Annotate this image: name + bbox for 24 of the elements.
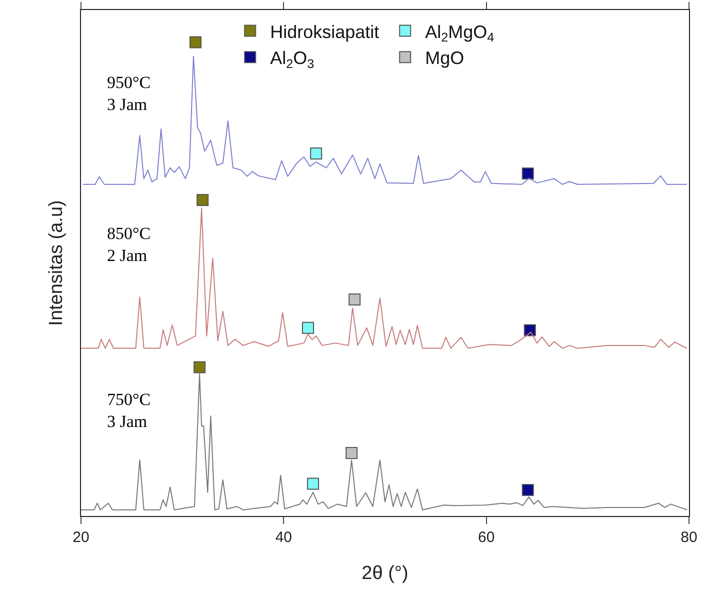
series-label: 950°C 3 Jam [107,73,151,114]
legend-label: MgO [425,48,464,68]
x-tick-label: 60 [478,529,495,546]
x-axis-title: 2θ (°) [362,562,408,584]
legend-label: Al$_{2}$MgO$_{4}$ [425,22,494,45]
point [348,293,361,306]
series-label: 850°C 2 Jam [107,224,151,266]
x-tick-label: 40 [275,529,292,546]
point [346,446,358,459]
point [194,361,206,374]
point [524,324,536,336]
x-tick-label: 20 [72,529,90,546]
point [310,148,322,160]
point [302,322,314,334]
legend-label: Hidroksiapatit [270,22,380,42]
legend-label: Al$_{2}$O$_{3}$ [270,48,314,71]
point [522,167,534,180]
point [196,194,209,206]
point [190,36,202,48]
point [307,478,320,490]
series-label: 750°C 3 Jam [107,390,151,432]
x-tick-label: 80 [680,529,698,546]
point [522,484,534,496]
y-axis-title: Intensitas (a.u) [46,200,67,326]
